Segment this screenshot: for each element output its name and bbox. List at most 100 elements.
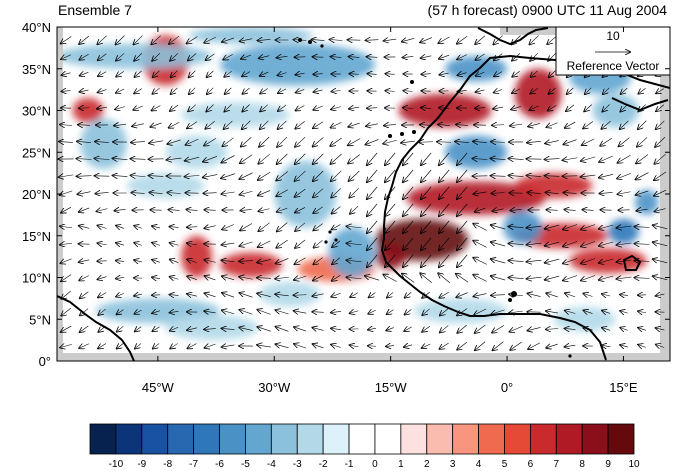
colorbar-label: -9: [137, 459, 146, 470]
wind-vector: [473, 141, 487, 142]
wind-vector: [206, 53, 215, 60]
wind-vector: [368, 328, 377, 330]
wind-vector: [187, 294, 198, 296]
wind-vector: [187, 36, 198, 44]
colorbar-label: 0: [372, 459, 378, 470]
y-tick-label: 40°N: [22, 20, 51, 35]
wind-vector: [240, 154, 253, 164]
wind-vector: [187, 227, 198, 228]
wind-vector: [439, 169, 450, 182]
wind-vector: [473, 258, 487, 265]
wind-vector: [656, 104, 665, 111]
wind-vector: [79, 53, 89, 60]
wind-vector: [405, 309, 412, 314]
wind-vector: [367, 186, 378, 199]
wind-vector: [599, 241, 614, 246]
island-cape-verde-2: [334, 238, 338, 242]
wind-vector: [602, 328, 611, 331]
anomaly-blob: [165, 135, 228, 169]
wind-vector: [80, 291, 89, 298]
wind-vector: [79, 208, 90, 212]
wind-vector: [135, 343, 142, 348]
wind-vector: [421, 152, 432, 165]
wind-vector: [457, 203, 468, 216]
wind-vector: [457, 308, 468, 316]
anomaly-blob: [126, 173, 205, 199]
x-tick-label: 15°E: [609, 380, 638, 395]
wind-vector: [421, 254, 432, 267]
x-tick-label: 15°W: [375, 380, 408, 395]
wind-vector: [548, 105, 557, 110]
wind-vector: [546, 210, 558, 211]
wind-vector: [384, 124, 397, 125]
island-cape-verde-3: [324, 240, 328, 244]
wind-vector: [491, 242, 506, 247]
wind-vector: [546, 293, 558, 297]
anomaly-blob: [258, 281, 321, 307]
wind-vector: [350, 293, 359, 297]
wind-vector: [60, 124, 73, 125]
anomaly-blob: [72, 97, 104, 124]
wind-vector: [527, 277, 542, 279]
wind-vector: [275, 344, 289, 348]
wind-vector: [636, 154, 649, 164]
wind-vector: [169, 121, 180, 127]
wind-vector: [257, 293, 271, 296]
wind-vector: [116, 277, 125, 278]
wind-vector: [239, 172, 253, 179]
wind-vector: [204, 260, 216, 263]
wind-vector: [222, 345, 235, 347]
wind-vector: [260, 120, 269, 129]
wind-vector: [134, 226, 142, 228]
wind-vector: [242, 120, 251, 129]
wind-vector: [221, 155, 235, 162]
wind-vector: [385, 91, 395, 92]
wind-vector: [655, 209, 666, 212]
wind-vector: [167, 192, 181, 193]
wind-vector: [527, 226, 542, 228]
wind-vector: [204, 226, 216, 229]
wind-vector: [440, 325, 449, 333]
wind-vector: [602, 104, 610, 111]
colorbar-label: -6: [215, 459, 224, 470]
wind-vector: [439, 254, 450, 267]
wind-vector: [656, 120, 665, 129]
wind-vector: [456, 125, 469, 126]
wind-vector: [563, 275, 578, 281]
y-tick-label: 0°: [39, 354, 51, 369]
wind-vector: [584, 310, 593, 313]
wind-vector: [439, 237, 450, 250]
wind-vector: [116, 293, 125, 296]
wind-vector: [276, 189, 288, 197]
wind-vector: [152, 277, 161, 278]
wind-vector: [457, 54, 467, 60]
anomaly-blob: [80, 118, 127, 169]
anomaly-blob: [188, 27, 314, 44]
wind-vector: [222, 293, 235, 298]
wind-vector: [405, 292, 412, 297]
wind-vector: [349, 57, 360, 58]
wind-vector: [79, 226, 90, 229]
wind-vector: [79, 108, 90, 109]
wind-vector: [457, 324, 467, 333]
wind-vector: [599, 174, 614, 177]
wind-vector: [367, 152, 378, 165]
wind-vector: [240, 209, 252, 210]
wind-vector: [169, 35, 180, 44]
wind-vector: [152, 105, 161, 110]
wind-vector: [313, 137, 324, 147]
wind-vector: [203, 193, 217, 194]
wind-vector: [313, 170, 324, 181]
wind-vector: [331, 57, 342, 58]
wind-vector: [187, 343, 197, 349]
colorbar-swatch: [141, 423, 169, 455]
island-sao-tome: [568, 354, 572, 358]
wind-vector: [116, 261, 125, 262]
x-tick-label: 30°W: [258, 380, 291, 395]
wind-vector: [421, 237, 432, 250]
wind-vector: [149, 176, 164, 177]
wind-vector: [511, 106, 521, 109]
colorbar-swatch: [296, 423, 324, 455]
wind-vector: [509, 311, 523, 313]
wind-vector: [332, 224, 341, 230]
